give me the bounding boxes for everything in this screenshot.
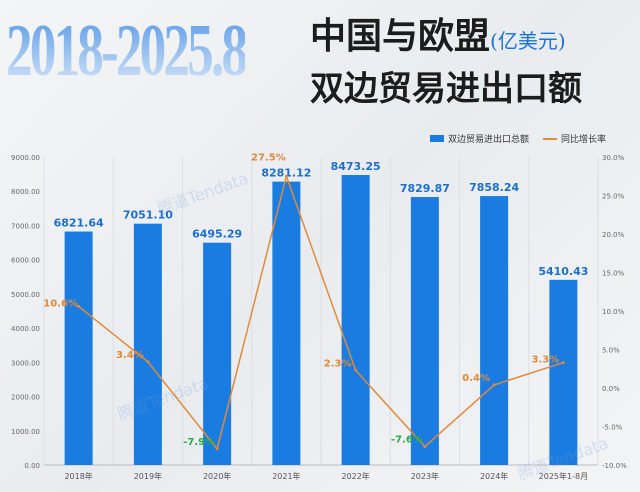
bar-label: 6495.29 [192,228,242,241]
x-tick-label: 2022年 [341,471,369,481]
unit-text: (亿美元) [490,29,566,53]
x-tick-label: 2023年 [411,471,439,481]
growth-point [146,360,150,364]
y-left-tick: 5000.00 [11,291,40,299]
x-tick-label: 2018年 [64,471,92,481]
y-left-tick: 9000.00 [11,154,40,162]
growth-label: -7.6% [391,435,423,446]
y-right-tick: 0.0% [602,385,620,393]
y-right-tick: -10.0% [602,462,627,470]
bar-label: 8473.25 [331,160,381,173]
bar [341,175,370,465]
growth-label: 0.4% [462,373,490,384]
x-tick-label: 2020年 [203,471,231,481]
bar [410,197,439,466]
growth-point [492,383,496,387]
growth-point [215,447,219,451]
legend-bar-swatch [430,135,444,142]
bar [133,223,162,465]
bar [272,181,301,465]
legend-line-swatch [543,137,558,140]
chart-subtitle: 双边贸易进出口额 [310,69,582,109]
growth-point [561,361,565,365]
y-left-tick: 2000.00 [11,394,40,402]
y-left-tick: 4000.00 [11,325,40,333]
growth-label: 3.3% [532,355,560,366]
watermark: 腾道Tendata [155,168,251,218]
bar [64,231,93,465]
bar-label: 6821.64 [54,217,104,230]
bar [203,242,232,465]
bar [480,196,509,466]
growth-label: 3.4% [116,350,144,361]
y-right-tick: -5.0% [602,424,623,432]
growth-point [77,304,81,308]
x-tick-label: 2024年 [480,471,508,481]
x-tick-label: 2025年1-8月 [539,471,588,481]
legend: 双边贸易进出口总额 同比增长率 [430,132,606,145]
growth-point [423,445,427,449]
bar [549,279,578,465]
bar-label: 7858.24 [469,181,519,194]
bar-label: 7051.10 [123,209,173,222]
bar-label: 7829.87 [400,182,450,195]
y-left-tick: 8000.00 [11,188,40,196]
growth-label: -7.9% [183,437,215,448]
legend-line-label: 同比增长率 [561,135,607,145]
y-right-tick: 15.0% [602,270,625,278]
growth-point [284,174,288,178]
bar-label: 5410.43 [538,265,588,278]
y-right-tick: 20.0% [602,231,625,239]
y-right-tick: 5.0% [602,347,620,355]
x-tick-label: 2019年 [134,471,162,481]
y-right-tick: 10.0% [602,308,625,316]
y-left-tick: 0.00 [24,462,40,470]
growth-label: 27.5% [251,152,286,163]
y-left-tick: 7000.00 [11,222,40,230]
legend-bar-label: 双边贸易进出口总额 [448,135,530,145]
y-right-tick: 25.0% [602,193,625,201]
bar-label: 8281.12 [261,167,311,180]
growth-label: 2.3% [324,358,352,369]
x-tick-label: 2021年 [272,471,300,481]
y-left-tick: 1000.00 [11,428,40,436]
y-left-tick: 3000.00 [11,359,40,367]
growth-point [354,368,358,372]
growth-line [78,173,564,451]
chart-title: 中国与欧盟(亿美元) [310,18,566,54]
title-text: 中国与欧盟 [310,15,491,57]
y-left-tick: 6000.00 [11,257,40,265]
period-title: 2018-2025.8 [6,10,248,92]
y-right-tick: 30.0% [602,154,625,162]
growth-label: 10.6% [43,298,78,309]
